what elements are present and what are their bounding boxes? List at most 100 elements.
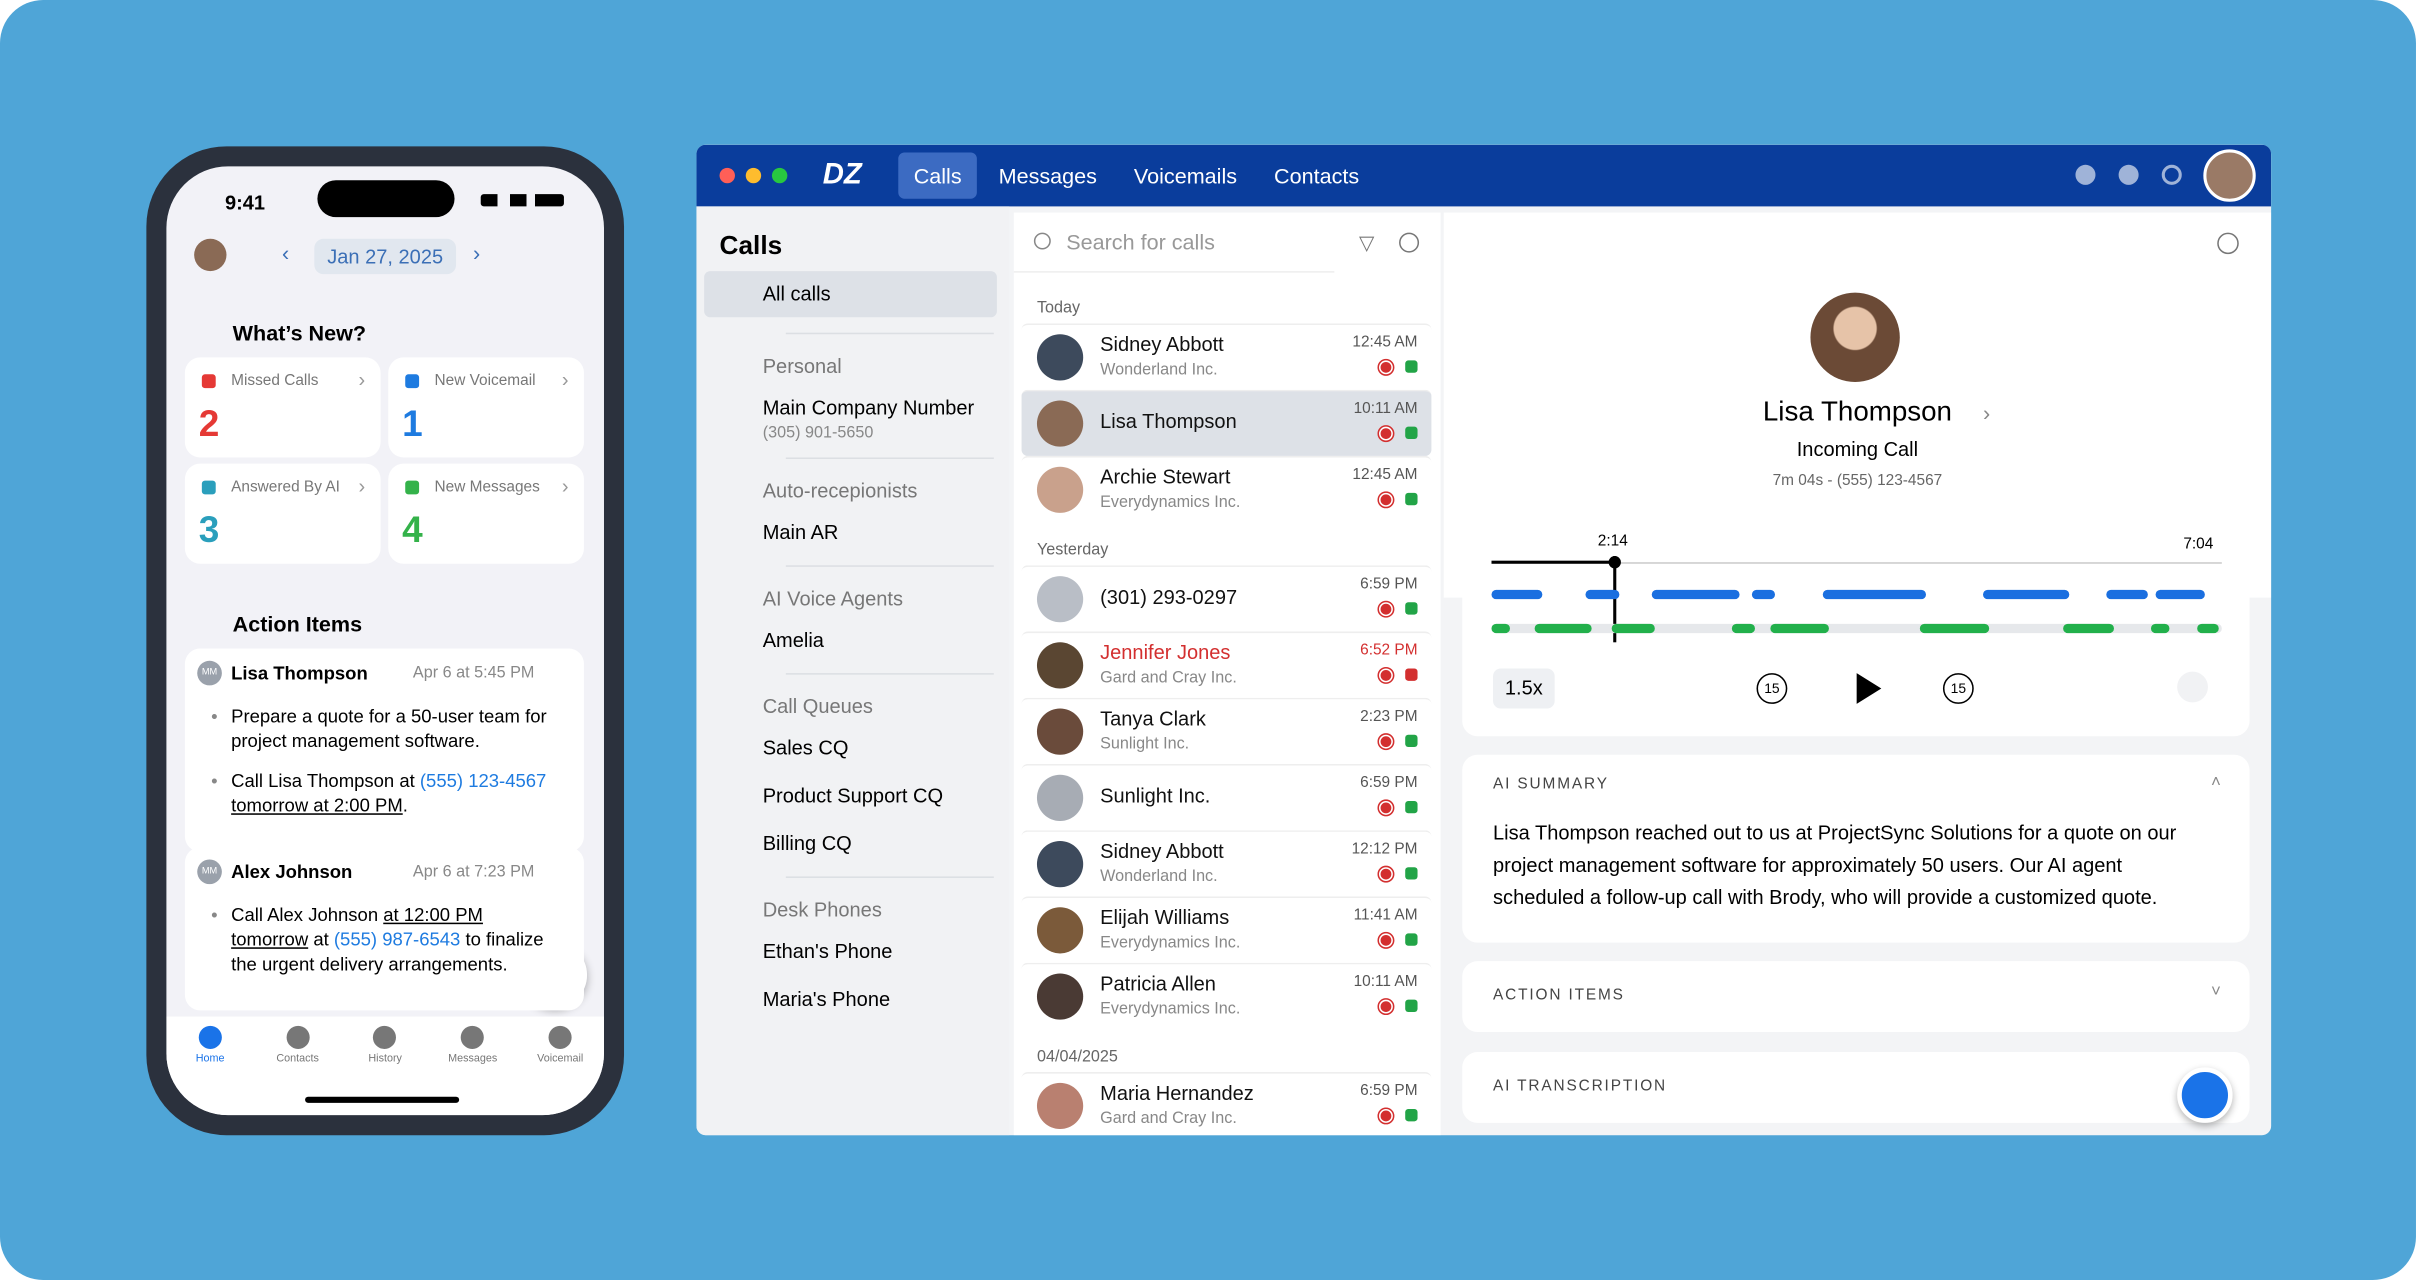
sidebar-item[interactable]: All calls <box>704 271 997 318</box>
text: Call Lisa Thompson at <box>231 770 420 792</box>
transcription-card[interactable]: AI TRANSCRIPTION <box>1462 1052 2250 1123</box>
status-time: 9:41 <box>224 190 266 215</box>
call-row[interactable]: Elijah Williams Everydynamics Inc. 11:41 A… <box>1021 896 1432 962</box>
home-indicator <box>305 1096 460 1103</box>
player: 2:14 7:04 1.5x 15 15 <box>1462 520 2250 737</box>
waveform-speaker-1 <box>1651 589 1740 600</box>
caller-name: Maria Hernandez <box>1100 1081 1254 1105</box>
caller-avatar <box>1036 774 1084 821</box>
window-max[interactable] <box>771 167 788 184</box>
call-row[interactable]: Sunlight Inc. 6:59 PM <box>1021 763 1432 830</box>
caller-company: Wonderland Inc. <box>1100 867 1218 886</box>
sidebar-item[interactable]: Billing CQ <box>762 831 852 855</box>
position: 2:14 <box>1597 532 1628 550</box>
waveform-speaker-1 <box>2155 589 2205 600</box>
waveform-speaker-2 <box>1611 623 1655 634</box>
waveform-speaker-1 <box>1585 589 1620 600</box>
window-close[interactable] <box>719 167 735 184</box>
chevron-right[interactable]: › <box>473 240 481 265</box>
action-time: Apr 6 at 5:45 PM <box>412 663 535 683</box>
user-avatar[interactable] <box>2203 149 2256 202</box>
call-row[interactable]: Jennifer Jones Gard and Cray Inc. 6:52 PM <box>1021 631 1432 698</box>
group-title: Call Queues <box>762 694 873 718</box>
call-time: 6:59 PM <box>1360 1082 1418 1100</box>
chevron[interactable]: ˄ <box>2211 773 2221 792</box>
caller-avatar <box>1036 841 1084 888</box>
call-row[interactable]: Maria Hernandez Gard and Cray Inc. 6:59 PM <box>1021 1072 1432 1135</box>
window-min[interactable] <box>745 167 762 184</box>
nav-tab[interactable]: Voicemails <box>1133 163 1238 188</box>
action-card[interactable]: MM Lisa Thompson Apr 6 at 5:45 PM • Prepare … <box>184 648 584 852</box>
sidebar-item[interactable]: Amelia <box>762 628 824 652</box>
call-rows: Today Sidney Abbott Wonderland Inc. 12:45 A… <box>1021 299 1432 1135</box>
tab[interactable]: Contacts <box>254 1017 342 1116</box>
caller-company: Everydynamics Inc. <box>1100 492 1241 512</box>
call-row[interactable]: Tanya Clark Sunlight Inc. 2:23 PM <box>1021 697 1432 764</box>
phone-link[interactable]: (555) 123-4567 <box>419 770 547 792</box>
nav-tab[interactable]: Calls <box>898 152 978 199</box>
action-card[interactable]: MM Alex Johnson Apr 6 at 7:23 PM • Call Alex… <box>184 847 584 1011</box>
tab[interactable]: Messages <box>429 1017 517 1116</box>
more-icon[interactable] <box>2177 671 2208 703</box>
bell-icon[interactable] <box>2118 164 2139 185</box>
action-items-card[interactable]: ACTION ITEMS ˅ <box>1462 961 2250 1033</box>
help-icon[interactable] <box>2075 164 2096 185</box>
initials: MM <box>197 660 222 686</box>
call-row[interactable]: Sidney Abbott Wonderland Inc. 12:45 AM <box>1021 323 1432 389</box>
call-row[interactable]: Lisa Thompson 10:11 AM <box>1021 389 1432 456</box>
search-box[interactable]: Search for calls <box>1013 213 1335 273</box>
settings-icon[interactable] <box>2161 164 2182 185</box>
caller-company: Gard and Cray Inc. <box>1100 1109 1237 1128</box>
speed[interactable]: 1.5x <box>1493 668 1555 709</box>
sidebar-item[interactable]: Ethan's Phone <box>762 939 893 963</box>
sidebar-item[interactable]: Main Company Number <box>762 395 975 419</box>
call-row[interactable]: Sidney Abbott Wonderland Inc. 12:12 PM <box>1021 830 1432 896</box>
summary-card[interactable]: New Voicemail › 1 <box>388 357 584 458</box>
caller-name: Patricia Allen <box>1100 971 1216 996</box>
caller-name: Sunlight Inc. <box>1100 784 1211 808</box>
sidebar-item[interactable]: Sales CQ <box>762 736 849 760</box>
waveform-speaker-2 <box>1491 623 1510 634</box>
summary-card[interactable]: Answered By AI › 3 <box>184 463 381 564</box>
fab[interactable] <box>2177 1067 2233 1123</box>
call-row[interactable]: (301) 293-0297 6:59 PM <box>1021 565 1432 631</box>
tab[interactable]: Home <box>166 1017 254 1116</box>
call-status: Incoming Call <box>1796 437 1919 461</box>
sidebar-item[interactable]: Main AR <box>762 520 839 544</box>
sidebar-item[interactable]: Maria's Phone <box>762 987 891 1011</box>
search-placeholder: Search for calls <box>1066 229 1215 255</box>
skip-forward[interactable]: 15 <box>1942 673 1974 704</box>
summary-card[interactable]: New Messages › 4 <box>388 463 584 564</box>
card-count: 3 <box>198 509 220 552</box>
phone-link[interactable]: (555) 987-6543 <box>333 928 461 951</box>
playhead-knob[interactable] <box>1608 556 1621 569</box>
chevron-left[interactable]: ‹ <box>281 240 290 265</box>
nav-tab[interactable]: Messages <box>998 163 1097 188</box>
call-time: 6:59 PM <box>1360 576 1418 594</box>
play[interactable] <box>1856 673 1882 704</box>
sidebar-item[interactable]: Product Support CQ <box>762 784 944 808</box>
chevron[interactable]: › <box>1983 400 1991 426</box>
progress-fill <box>1491 560 1614 564</box>
text: Prepare a quote for a 50-user team for p… <box>231 705 547 752</box>
nav-tab[interactable]: Contacts <box>1274 163 1360 188</box>
call-time: 2:23 PM <box>1360 708 1418 726</box>
phone-screen: 9:41 ‹ Jan 27, 2025 › What’s New? Action… <box>166 166 604 1116</box>
more-icon[interactable] <box>1399 232 1420 253</box>
record-icon <box>1377 425 1395 443</box>
call-row[interactable]: Patricia Allen Everydynamics Inc. 10:11 AM <box>1021 962 1432 1029</box>
tab[interactable]: History <box>341 1017 429 1116</box>
call-time: 12:45 AM <box>1352 466 1418 484</box>
playhead[interactable] <box>1613 556 1617 643</box>
summary-card[interactable]: Missed Calls › 2 <box>184 357 381 458</box>
filter-icon[interactable]: ▽ <box>1358 231 1375 255</box>
chevron: › <box>358 368 366 392</box>
skip-back[interactable]: 15 <box>1756 673 1788 704</box>
more-icon[interactable] <box>2217 232 2239 255</box>
section-title: What’s New? <box>232 320 367 346</box>
divider <box>785 565 994 567</box>
call-row[interactable]: Archie Stewart Everydynamics Inc. 12:45 AM <box>1021 455 1432 522</box>
date-pill[interactable]: Jan 27, 2025 <box>314 238 457 275</box>
tab[interactable]: Voicemail <box>516 1017 604 1116</box>
caller-company: Everydynamics Inc. <box>1100 933 1241 952</box>
